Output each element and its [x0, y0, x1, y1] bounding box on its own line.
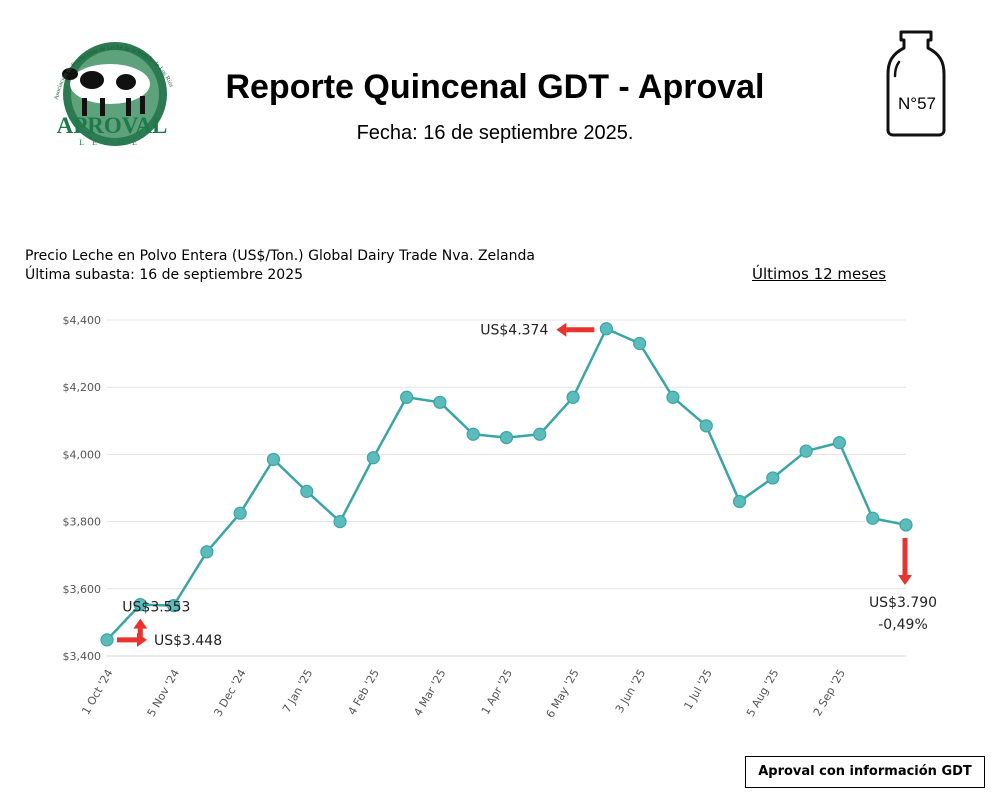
annotation-first: US$3.448: [154, 633, 222, 649]
chart-period-label: Últimos 12 meses: [752, 265, 887, 283]
chart-title: Precio Leche en Polvo Entera (US$/Ton.) …: [25, 247, 535, 285]
grid-layer: $3,400 $3,600 $3,800 $4,000 $4,200 $4,400: [63, 314, 906, 663]
arrow-head: [898, 574, 912, 585]
source-box: Aproval con información GDT: [745, 756, 985, 788]
chart-title-line2: Última subasta: 16 de septiembre 2025: [25, 267, 304, 283]
x-tick-label: 2 Sep '25: [811, 667, 848, 718]
x-tick-label: 1 Apr '25: [479, 667, 515, 717]
data-point: [832, 436, 847, 450]
data-point: [666, 390, 680, 404]
y-tick-label: $4,000: [63, 448, 102, 461]
data-point: [100, 633, 114, 647]
data-point: [533, 427, 547, 441]
y-tick-label: $4,400: [63, 314, 102, 327]
data-point: [233, 506, 247, 520]
data-point: [433, 395, 447, 409]
x-tick-label: 4 Mar '25: [411, 667, 448, 718]
data-point: [333, 514, 347, 529]
annotation-last-change: -0,49%: [878, 617, 928, 633]
x-label-layer: 1 Oct '24 5 Nov '24 3 Dec '24 7 Jan '25 4 Fe…: [79, 667, 848, 720]
y-tick-label: $3,400: [63, 650, 102, 663]
data-point: [466, 427, 480, 441]
data-point: [266, 452, 281, 467]
x-tick-label: 1 Jul '25: [681, 667, 714, 712]
data-point: [166, 598, 181, 613]
data-point: [732, 494, 747, 509]
data-point: [499, 431, 514, 445]
x-tick-label: 3 Dec '24: [211, 667, 248, 719]
series-layer: [100, 322, 913, 647]
data-point: [599, 322, 613, 336]
x-tick-label: 6 May '25: [544, 667, 582, 720]
annotation-second: US$3.553: [122, 600, 190, 616]
x-tick-label: 7 Jan '25: [280, 667, 315, 715]
issue-number: N°57: [898, 94, 936, 113]
x-tick-label: 1 Oct '24: [79, 667, 115, 717]
arrow-head: [556, 322, 567, 337]
x-tick-label: 3 Jun '25: [613, 667, 648, 715]
chart-title-line1: Precio Leche en Polvo Entera (US$/Ton.) …: [25, 248, 535, 264]
data-point: [566, 390, 580, 404]
y-tick-label: $3,600: [63, 583, 102, 596]
data-point: [400, 390, 414, 404]
price-line-chart: $3,400 $3,600 $3,800 $4,000 $4,200 $4,400 1 O…: [63, 314, 938, 720]
data-point: [133, 597, 147, 612]
data-point: [200, 545, 214, 559]
logo-sub-name: LECHE: [79, 138, 145, 147]
report-title: Reporte Quincenal GDT - Aproval: [225, 68, 765, 106]
annotation-peak: US$4.374: [480, 323, 548, 339]
series-line: [106, 327, 907, 641]
arrow-head: [133, 618, 148, 629]
data-point: [300, 484, 314, 498]
y-tick-label: $3,800: [63, 516, 102, 529]
data-point: [366, 451, 380, 465]
data-point: [866, 511, 880, 525]
data-point: [899, 518, 913, 532]
milk-bottle-icon: N°57: [886, 30, 946, 137]
data-point: [766, 471, 780, 485]
annotation-last: US$3.790: [869, 595, 937, 611]
report-date: Fecha: 16 de septiembre 2025.: [356, 122, 634, 144]
data-point: [799, 444, 813, 458]
y-tick-label: $4,200: [63, 381, 102, 394]
x-tick-label: 5 Nov '24: [145, 667, 183, 719]
x-tick-label: 4 Feb '25: [345, 667, 382, 717]
data-point: [633, 336, 647, 351]
x-tick-label: 5 Aug '25: [744, 667, 782, 719]
logo-org-name: APROVAL: [57, 113, 168, 138]
annotation-layer: US$3.448 US$3.553 US$4.374 US$3.790 -0,49%: [117, 322, 937, 649]
aproval-logo: Asociación de Productores de Leche de la…: [53, 42, 175, 147]
data-point: [699, 419, 713, 433]
